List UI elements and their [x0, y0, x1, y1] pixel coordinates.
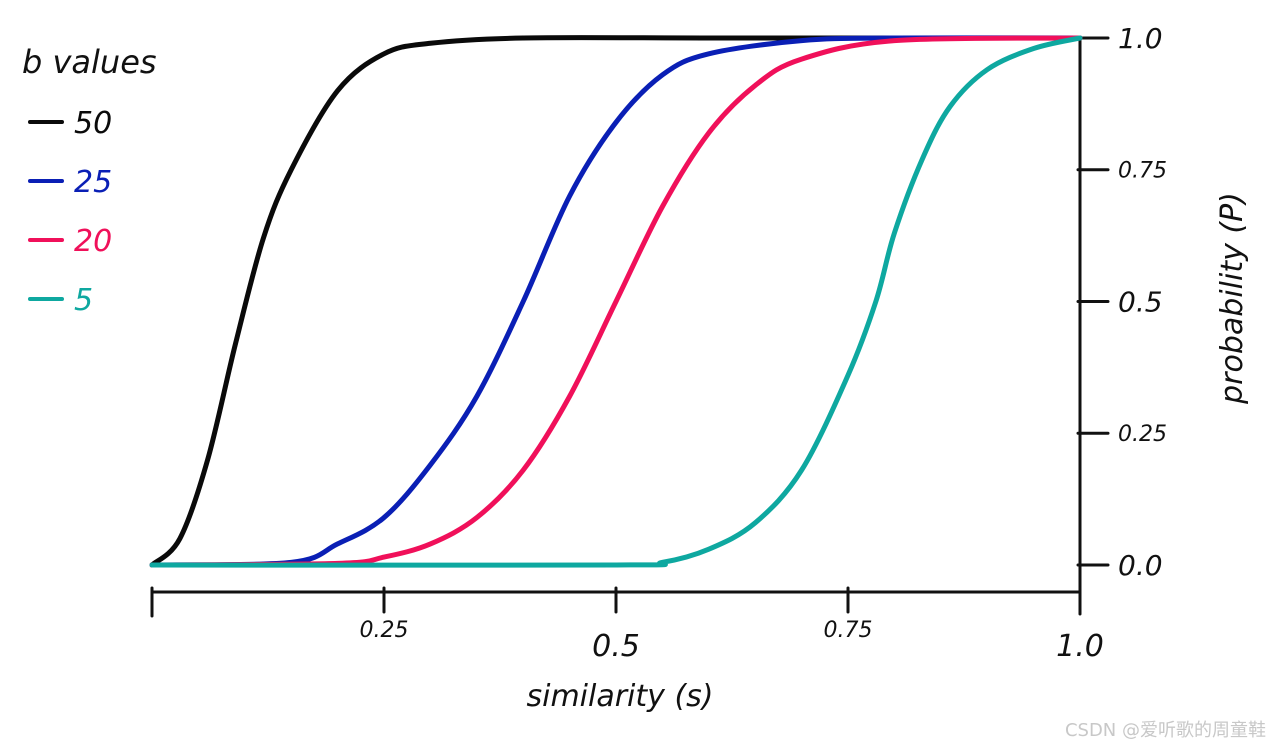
legend: b values 50 25 20 5 — [22, 43, 157, 318]
x-tick-label: 1.0 — [1056, 629, 1104, 664]
x-tick-label: 0.75 — [824, 618, 873, 643]
watermark: CSDN @爱听歌的周童鞋 — [1064, 720, 1266, 741]
series-line-5 — [149, 35, 1083, 568]
series-line-50 — [149, 35, 1083, 568]
legend-entry-5: 5 — [74, 283, 93, 318]
series-line-25 — [149, 35, 1083, 568]
legend-title: b values — [22, 43, 157, 81]
y-tick-label: 0.5 — [1118, 286, 1163, 319]
y-tick-label: 0.75 — [1118, 159, 1167, 184]
axes: 0.25 0.5 0.75 1.0 0.0 0.25 0.5 0.75 1.0 — [150, 22, 1167, 664]
series-line-20 — [149, 35, 1083, 568]
x-tick-label: 0.5 — [592, 629, 640, 664]
x-axis-label: similarity (s) — [526, 679, 713, 714]
y-tick-label: 0.0 — [1118, 549, 1163, 582]
legend-entry-50: 50 — [74, 106, 112, 141]
legend-entry-25: 25 — [74, 165, 112, 200]
y-tick-label: 1.0 — [1118, 22, 1163, 55]
legend-entry-20: 20 — [74, 224, 112, 259]
y-axis-label: probability (P) — [1215, 192, 1250, 405]
x-tick-label: 0.25 — [360, 618, 409, 643]
series-group — [149, 35, 1083, 568]
y-tick-label: 0.25 — [1118, 422, 1167, 447]
